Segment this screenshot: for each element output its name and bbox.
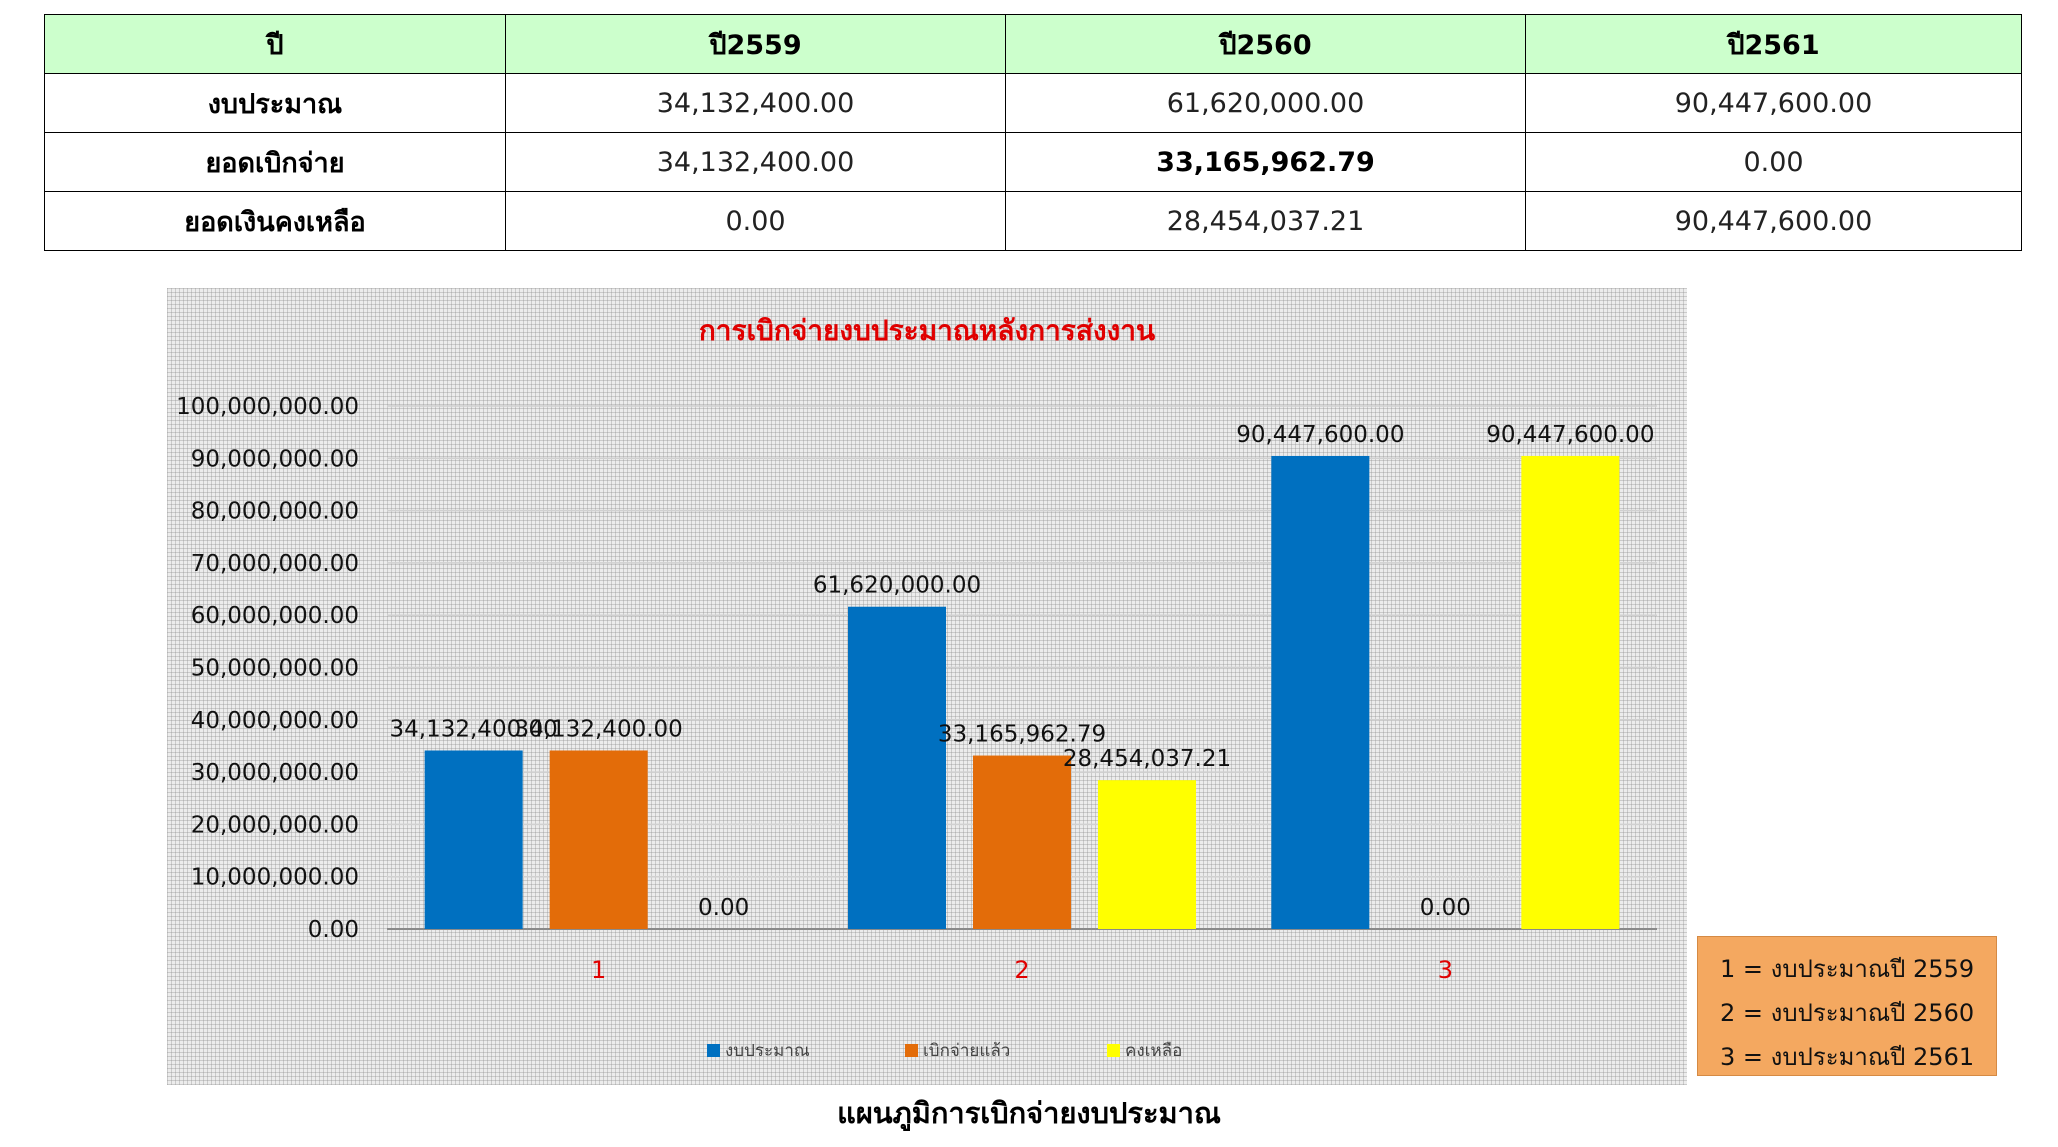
data-label: 28,454,037.21 bbox=[1063, 746, 1231, 772]
chart-title: การเบิกจ่ายงบประมาณหลังการส่งงาน bbox=[699, 314, 1155, 347]
category-key-box: 1 = งบประมาณปี 2559 2 = งบประมาณปี 2560 … bbox=[1697, 936, 1997, 1076]
legend-label: งบประมาณ bbox=[725, 1041, 810, 1061]
chart-area: การเบิกจ่ายงบประมาณหลังการส่งงาน 0.00 10,0… bbox=[167, 288, 1687, 1085]
key-item: 1 = งบประมาณปี 2559 bbox=[1720, 955, 1975, 983]
header-2560: ปี2560 bbox=[1005, 14, 1526, 74]
table-row: ยอดเบิกจ่าย 34,132,400.00 33,165,962.79 … bbox=[44, 132, 2022, 192]
y-tick-label: 100,000,000.00 bbox=[176, 394, 359, 420]
data-label: 34,132,400.00 bbox=[515, 716, 683, 742]
row-label-disbursed: ยอดเบิกจ่าย bbox=[44, 132, 506, 192]
chart-caption: แผนภูมิการเบิกจ่ายงบประมาณ bbox=[837, 1096, 1221, 1130]
table-cell: 28,454,037.21 bbox=[1005, 191, 1526, 251]
y-tick-label: 60,000,000.00 bbox=[191, 603, 359, 629]
data-label: 0.00 bbox=[698, 895, 749, 921]
table-row: ยอดเงินคงเหลือ 0.00 28,454,037.21 90,447… bbox=[44, 191, 2022, 251]
row-label-budget: งบประมาณ bbox=[44, 73, 506, 133]
header-2559: ปี2559 bbox=[505, 14, 1006, 74]
y-tick-label: 90,000,000.00 bbox=[191, 446, 359, 472]
table-cell: 90,447,600.00 bbox=[1525, 73, 2022, 133]
y-tick-label: 40,000,000.00 bbox=[191, 708, 359, 734]
y-tick-label: 50,000,000.00 bbox=[191, 656, 359, 682]
x-tick-label: 3 bbox=[1438, 956, 1453, 984]
table-cell: 0.00 bbox=[505, 191, 1006, 251]
data-label: 0.00 bbox=[1420, 895, 1471, 921]
y-tick-label: 0.00 bbox=[308, 917, 359, 943]
y-tick-label: 20,000,000.00 bbox=[191, 812, 359, 838]
data-label: 61,620,000.00 bbox=[813, 573, 981, 599]
key-item: 2 = งบประมาณปี 2560 bbox=[1720, 999, 1975, 1027]
table-cell: 34,132,400.00 bbox=[505, 73, 1006, 133]
legend-label: คงเหลือ bbox=[1125, 1041, 1182, 1061]
legend-swatch bbox=[905, 1044, 918, 1057]
bar bbox=[973, 755, 1071, 929]
header-year: ปี bbox=[44, 14, 506, 74]
table-cell: 90,447,600.00 bbox=[1525, 191, 2022, 251]
x-tick-label: 1 bbox=[591, 956, 606, 984]
y-tick-label: 30,000,000.00 bbox=[191, 760, 359, 786]
bar-chart: การเบิกจ่ายงบประมาณหลังการส่งงาน 0.00 10,0… bbox=[176, 314, 1657, 1061]
data-label: 33,165,962.79 bbox=[938, 722, 1106, 748]
bar bbox=[424, 750, 523, 929]
bar bbox=[848, 606, 946, 929]
data-label: 90,447,600.00 bbox=[1486, 422, 1654, 448]
header-2561: ปี2561 bbox=[1525, 14, 2022, 74]
bar bbox=[1098, 780, 1196, 929]
table-cell: 61,620,000.00 bbox=[1005, 73, 1526, 133]
table-cell: 33,165,962.79 bbox=[1005, 132, 1526, 192]
legend-label: เบิกจ่ายแล้ว bbox=[923, 1041, 1010, 1061]
bar bbox=[1521, 455, 1620, 929]
table-row: งบประมาณ 34,132,400.00 61,620,000.00 90,… bbox=[44, 73, 2022, 133]
budget-table: ปี ปี2559 ปี2560 ปี2561 งบประมาณ 34,132,… bbox=[44, 14, 2022, 251]
x-tick-label: 2 bbox=[1014, 956, 1029, 984]
legend-swatch bbox=[707, 1044, 720, 1057]
table-header-row: ปี ปี2559 ปี2560 ปี2561 bbox=[44, 14, 2022, 74]
data-label: 34,132,400.00 bbox=[390, 716, 558, 742]
data-label: 90,447,600.00 bbox=[1236, 422, 1404, 448]
y-tick-label: 80,000,000.00 bbox=[191, 499, 359, 525]
key-item: 3 = งบประมาณปี 2561 bbox=[1720, 1043, 1975, 1071]
table-cell: 0.00 bbox=[1525, 132, 2022, 192]
y-tick-label: 70,000,000.00 bbox=[191, 551, 359, 577]
y-tick-label: 10,000,000.00 bbox=[191, 865, 359, 891]
legend-swatch bbox=[1107, 1044, 1120, 1057]
table-cell: 34,132,400.00 bbox=[505, 132, 1006, 192]
bar bbox=[549, 750, 648, 929]
bar bbox=[1271, 455, 1370, 929]
row-label-balance: ยอดเงินคงเหลือ bbox=[44, 191, 506, 251]
